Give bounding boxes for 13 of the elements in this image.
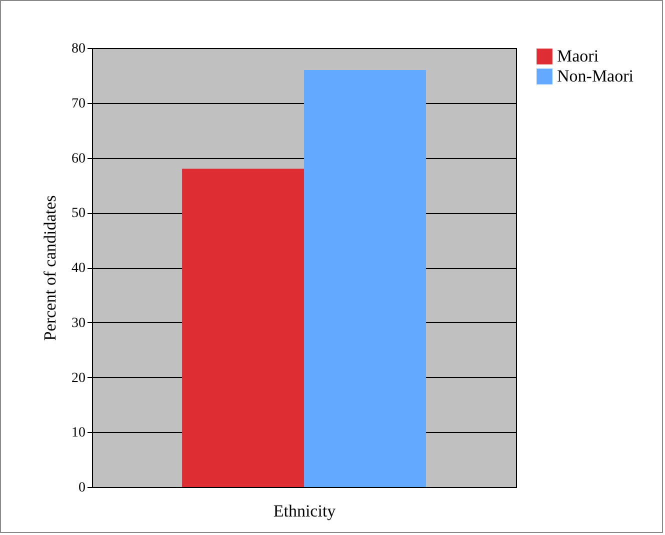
y-tick-label: 50 — [72, 206, 86, 222]
y-tick-label: 60 — [72, 151, 86, 166]
x-axis-title: Ethnicity — [273, 502, 336, 520]
y-tick-label: 30 — [72, 316, 86, 331]
y-tick-label: 0 — [78, 480, 86, 496]
y-tick-label: 70 — [72, 96, 86, 112]
y-axis-title: Percent of candidates — [40, 195, 60, 341]
legend-label: Maori — [557, 46, 599, 66]
y-tick-label: 10 — [72, 426, 86, 441]
y-tick-label: 40 — [72, 261, 86, 276]
legend-label: Non-Maori — [557, 66, 634, 86]
y-tick-label: 20 — [72, 370, 86, 386]
y-tick-label: 80 — [72, 42, 86, 56]
